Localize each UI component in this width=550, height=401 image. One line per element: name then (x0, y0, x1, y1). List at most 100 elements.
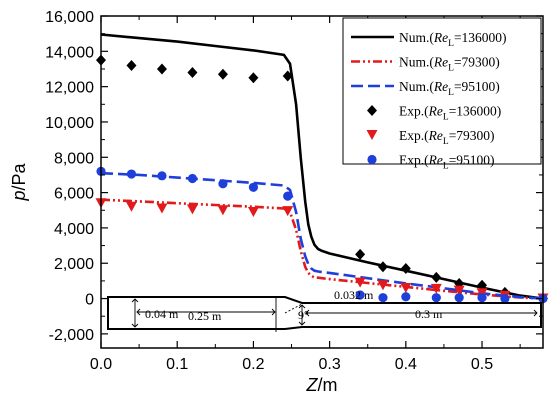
x-tick-label: 0.4 (395, 356, 417, 373)
dimension-lines (131, 296, 538, 332)
y-tick-label: 0 (85, 292, 94, 309)
y-tick-label: 12,000 (45, 80, 94, 97)
point-exp-rel-95100 (283, 191, 293, 201)
y-axis-title: p/Pa (9, 163, 29, 202)
y-tick-label: -2,000 (49, 327, 94, 344)
inset-label-outlet-diameter: 0.032 m (334, 288, 374, 302)
inset-label-inlet-length: 0.25 m (188, 309, 222, 323)
dimension-line (305, 309, 310, 317)
y-tick-label: 2,000 (54, 256, 94, 273)
x-axis-title-unit: /m (318, 375, 338, 395)
series-num-rel-79300 (100, 198, 544, 300)
point-exp-rel-95100 (454, 293, 464, 303)
point-exp-rel-136000 (400, 263, 411, 275)
point-exp-rel-95100 (500, 293, 510, 304)
line-num-rel-136000 (100, 33, 544, 300)
point-exp-rel-79300 (282, 206, 294, 217)
y-axis-title-var: p (9, 191, 29, 202)
line-num-rel-79300 (100, 198, 544, 300)
line-num-rel-95100 (100, 171, 544, 300)
x-tick-label: 0.5 (471, 356, 493, 373)
legend-item-num-rel-79300: Num.(ReL=79300) (351, 55, 500, 74)
point-exp-rel-95100 (187, 173, 198, 184)
series-num-rel-95100 (100, 171, 544, 300)
dimension-line (271, 308, 276, 316)
point-exp-rel-136000 (377, 261, 388, 273)
x-axis-title-var: Z (306, 375, 319, 395)
dimension-line (298, 304, 306, 309)
legend-swatch (367, 105, 377, 116)
plot-area (95, 33, 549, 305)
inset-label-outlet-length: 0.3 m (415, 307, 443, 321)
y-tick-label: 14,000 (45, 44, 94, 61)
legend-item-exp-rel-136000: Exp.(ReL=136000) (367, 104, 501, 123)
legend-item-exp-rel-95100: Exp.(ReL=95100) (367, 153, 495, 172)
point-exp-rel-95100 (248, 182, 259, 192)
legend-item-num-rel-95100: Num.(ReL=95100) (351, 79, 500, 98)
point-exp-rel-79300 (217, 205, 229, 216)
point-exp-rel-136000 (282, 70, 293, 82)
legend-swatch (366, 130, 378, 140)
legend-label: Exp.(ReL=136000) (399, 104, 501, 123)
point-exp-rel-95100 (477, 293, 487, 303)
legend-swatch (367, 154, 377, 165)
point-exp-rel-136000 (355, 248, 366, 260)
legend-label: Exp.(ReL=79300) (399, 128, 495, 147)
series-num-rel-136000 (100, 33, 544, 300)
x-tick-label: 0.3 (318, 356, 340, 373)
nozzle-geometry-inset: 0.04 m 0.25 m 9° 0.032 m 0.3 m (107, 288, 542, 332)
point-exp-rel-95100 (355, 290, 365, 300)
point-exp-rel-136000 (248, 72, 259, 84)
x-axis-title: Z/m (306, 375, 338, 395)
legend-box (342, 17, 542, 165)
inset-label-angle: 9° (298, 308, 309, 322)
x-tick-label: 0.1 (166, 356, 188, 373)
dimension-line (533, 309, 538, 317)
point-exp-rel-136000 (187, 67, 198, 79)
point-exp-rel-136000 (477, 279, 488, 291)
point-exp-rel-95100 (401, 292, 411, 302)
point-exp-rel-79300 (430, 283, 442, 294)
legend-item-num-rel-136000: Num.(ReL=136000) (351, 30, 507, 49)
nozzle-outline (107, 296, 542, 330)
y-tick-label: 10,000 (45, 115, 94, 132)
point-exp-rel-95100 (218, 179, 228, 189)
y-tick-label: 8,000 (54, 150, 94, 167)
angle-line (284, 303, 303, 314)
legend-label: Exp.(ReL=95100) (399, 153, 495, 172)
point-exp-rel-79300 (186, 204, 198, 215)
point-exp-rel-136000 (126, 59, 137, 71)
point-exp-rel-79300 (377, 280, 389, 291)
point-exp-rel-79300 (453, 285, 465, 296)
axis-ticks: 0.0 0.1 0.2 0.3 0.4 0.5 -2,000 0 2,000 4,000 6,000… (45, 9, 543, 373)
legend-label: Num.(ReL=95100) (399, 79, 500, 98)
point-exp-rel-79300 (400, 282, 412, 293)
dimension-line (298, 321, 306, 326)
point-exp-rel-79300 (354, 277, 366, 288)
dimension-line (131, 298, 139, 303)
point-exp-rel-95100 (378, 293, 388, 303)
point-exp-rel-136000 (156, 63, 167, 75)
plot-frame (100, 15, 544, 349)
y-axis-title-unit: /Pa (9, 163, 29, 191)
dimension-line (136, 308, 141, 316)
point-exp-rel-79300 (156, 203, 168, 214)
point-exp-rel-95100 (126, 169, 137, 179)
y-tick-label: 4,000 (54, 221, 94, 238)
legend-label: Num.(ReL=79300) (399, 55, 500, 74)
point-exp-rel-95100 (157, 171, 167, 181)
y-tick-label: 6,000 (54, 186, 94, 203)
legend-item-exp-rel-79300: Exp.(ReL=79300) (366, 128, 495, 147)
point-exp-rel-95100 (431, 293, 441, 303)
point-exp-rel-79300 (247, 207, 259, 218)
legend-label: Num.(ReL=136000) (399, 30, 507, 49)
inset-label-inlet-diameter: 0.04 m (145, 307, 179, 321)
point-exp-rel-136000 (431, 271, 442, 283)
y-tick-label: 16,000 (45, 9, 94, 26)
x-tick-label: 0.0 (90, 356, 112, 373)
point-exp-rel-79300 (125, 201, 137, 212)
legend: Num.(ReL=136000) Num.(ReL=79300) Num.(ReL=… (342, 17, 542, 172)
x-tick-label: 0.2 (242, 356, 264, 373)
point-exp-rel-136000 (217, 68, 228, 80)
